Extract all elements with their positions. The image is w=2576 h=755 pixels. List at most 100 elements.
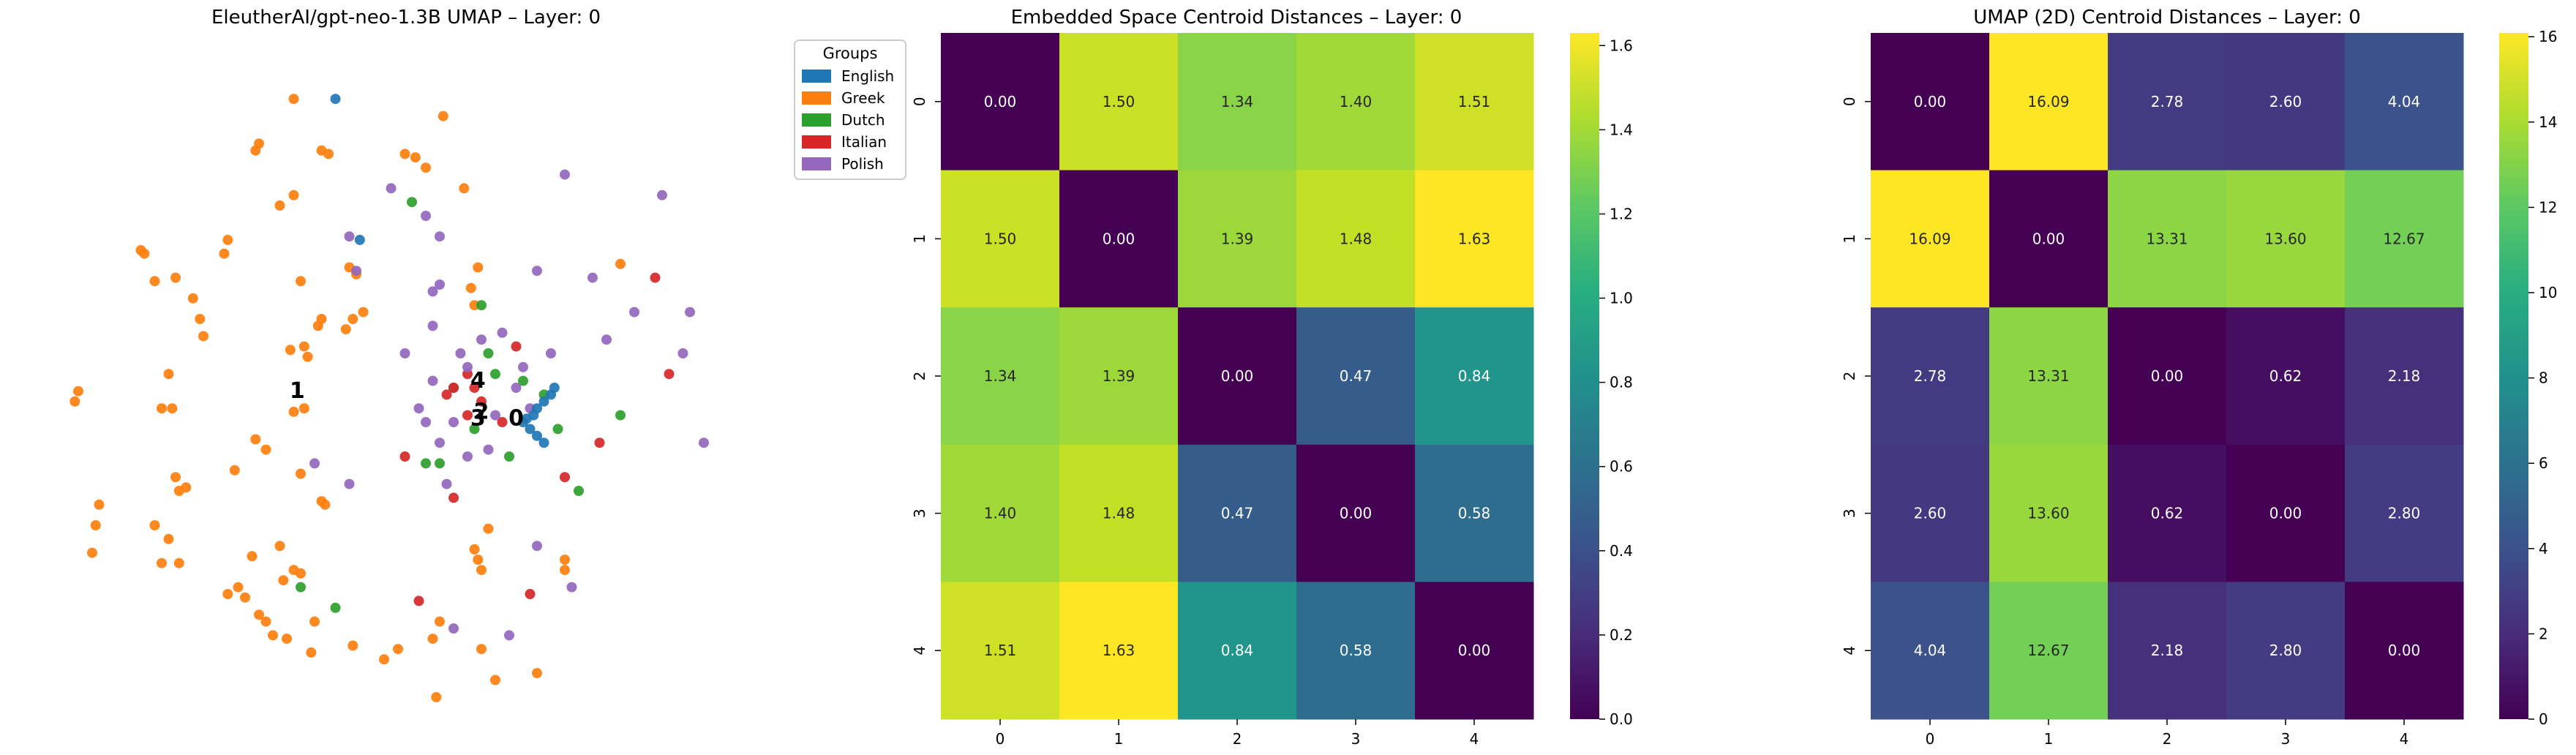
scatter-point-polish (560, 169, 570, 180)
scatter-point-greek (393, 644, 403, 655)
heatmap-cell (1989, 582, 2109, 720)
heatmap-cell-value: 4.04 (2388, 93, 2421, 110)
scatter-point-italian (664, 369, 675, 380)
colorbar-tick-label: 1.0 (1610, 290, 1633, 307)
heatmap-cell-value: 0.00 (1458, 642, 1491, 659)
scatter-point-greek (198, 331, 209, 342)
heatmap-cell (1296, 170, 1416, 308)
scatter-point-italian (497, 417, 508, 427)
scatter-point-dutch (407, 197, 417, 208)
scatter-point-polish (399, 348, 410, 358)
colorbar-tick-label: 0.4 (1610, 542, 1633, 560)
scatter-point-greek (421, 162, 431, 173)
scatter-point-polish (448, 417, 459, 427)
heatmap-cell (2108, 307, 2227, 446)
heatmap-cell-value: 0.00 (1340, 505, 1373, 522)
scatter-point-italian (413, 596, 424, 606)
x-tick-label: 2 (2163, 730, 2172, 748)
heatmap-cell (941, 33, 1060, 171)
scatter-point-greek (94, 499, 105, 510)
scatter-point-polish (421, 211, 431, 221)
heatmap-cell (2345, 444, 2464, 582)
y-tick-label: 3 (911, 508, 928, 518)
heatmap-cell (2108, 582, 2227, 720)
heatmap-cell-value: 2.80 (2269, 642, 2302, 659)
colorbar-tick-label: 8 (2539, 369, 2548, 387)
y-tick-label: 1 (1841, 234, 1858, 244)
heatmap-cell (2226, 582, 2346, 720)
scatter-point-greek (87, 547, 97, 558)
scatter-point-greek (532, 668, 542, 679)
colorbar-tick-label: 0.0 (1610, 710, 1633, 728)
scatter-point-polish (587, 272, 598, 283)
legend-swatch-italian (802, 135, 831, 149)
scatter-point-greek (560, 565, 570, 576)
heatmap-cell (1415, 582, 1534, 720)
centroid-label-2: 2 (474, 399, 489, 424)
heatmap-cell (1871, 170, 1990, 308)
scatter-point-dutch (435, 458, 445, 469)
heatmap-cell (1989, 307, 2109, 446)
heatmap-cell (1415, 444, 1534, 582)
x-tick-label: 4 (2400, 730, 2409, 748)
heatmap-cell-value: 1.63 (1103, 642, 1135, 659)
scatter-point-polish (629, 307, 639, 318)
colorbar-tick-label: 1.2 (1610, 205, 1633, 222)
scatter-point-polish (421, 417, 431, 427)
heatmap-cell-value: 1.39 (1103, 367, 1135, 385)
scatter-point-greek (288, 189, 299, 200)
scatter-point-dutch (483, 348, 494, 358)
heatmap-cell (1178, 307, 1297, 446)
heatmap-cell-value: 16.09 (1909, 230, 1950, 247)
scatter-point-greek (340, 324, 351, 335)
heatmap-cell-value: 1.51 (1458, 93, 1491, 110)
x-tick-label: 1 (1114, 730, 1124, 748)
colorbar (2499, 33, 2528, 719)
scatter-point-polish (532, 266, 542, 277)
heatmap-cell-value: 1.63 (1458, 230, 1491, 247)
heatmap-cell-value: 1.50 (1103, 93, 1135, 110)
heatmap-cell (1296, 33, 1416, 171)
scatter-point-greek (233, 582, 244, 593)
heatmap-cell (1178, 582, 1297, 720)
scatter-point-greek (274, 541, 285, 552)
centroid-label-1: 1 (290, 378, 305, 404)
heatmap-cell-value: 13.60 (2264, 230, 2306, 247)
scatter-point-polish (657, 189, 667, 200)
scatter-point-dutch (296, 582, 306, 593)
scatter-point-dutch (330, 602, 341, 613)
heatmap-cell-value: 0.00 (2032, 230, 2065, 247)
scatter-point-greek (260, 444, 271, 455)
heatmap-cell-value: 0.00 (1103, 230, 1135, 247)
heatmap-cell-value: 0.00 (1914, 93, 1947, 110)
heatmap-cell-value: 2.78 (1914, 367, 1947, 385)
heatmap-cell-value: 0.00 (2269, 505, 2302, 522)
scatter-point-dutch (504, 451, 514, 462)
scatter-point-greek (282, 634, 292, 645)
heatmap-cell (2345, 582, 2464, 720)
heatmap-cell-value: 1.39 (1221, 230, 1254, 247)
scatter-point-greek (316, 314, 327, 324)
scatter-point-italian (525, 589, 536, 599)
scatter-point-greek (560, 555, 570, 565)
colorbar-tick-label: 6 (2539, 454, 2548, 472)
heatmap-cell-value: 13.60 (2027, 505, 2069, 522)
colorbar-tick-label: 0.6 (1610, 458, 1633, 476)
scatter-point-polish (309, 458, 320, 469)
colorbar-tick-label: 14 (2539, 113, 2557, 131)
scatter-point-polish (677, 348, 688, 358)
heatmap-cell (2226, 33, 2346, 171)
scatter-point-italian (462, 410, 473, 421)
heatmap-cell (1059, 33, 1179, 171)
scatter-point-greek (163, 533, 174, 544)
scatter-point-polish (455, 348, 466, 358)
heatmap-cell (1871, 307, 1990, 446)
scatter-point-greek (222, 589, 233, 599)
heatmap-cell-value: 1.48 (1103, 505, 1135, 522)
y-tick-label: 0 (1841, 97, 1858, 106)
colorbar-tick-label: 1.4 (1610, 121, 1633, 138)
scatter-point-greek (288, 406, 299, 417)
heatmap-cell-value: 16.09 (2027, 93, 2069, 110)
scatter-point-greek (298, 403, 309, 414)
scatter-point-greek (379, 654, 389, 665)
